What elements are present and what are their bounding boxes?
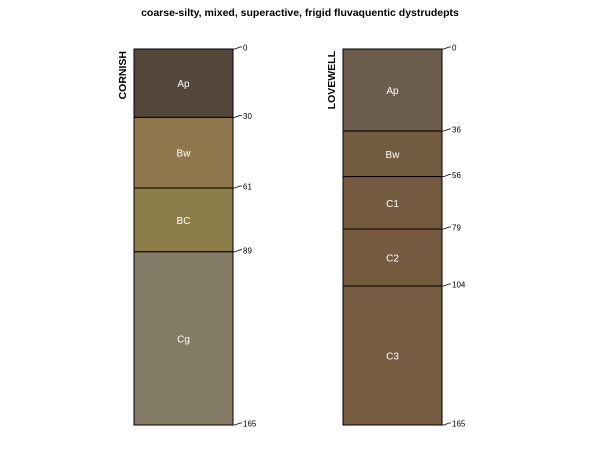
depth-label: 0	[452, 44, 457, 53]
horizon-cg: Cg	[133, 251, 234, 426]
depth-tick	[233, 422, 242, 426]
horizon-block	[133, 251, 234, 426]
horizon-label: Ap	[177, 79, 190, 90]
horizon-bw: Bw	[342, 130, 443, 178]
horizon-block	[342, 130, 443, 178]
figure-title: coarse-silty, mixed, superactive, frigid…	[141, 7, 459, 19]
profile-name: CORNISH	[117, 51, 129, 99]
horizon-label: C1	[386, 199, 399, 210]
depth-label: 89	[243, 246, 252, 255]
profile-cornish: CORNISH Ap Bw BC Cg 0 30 61 89 165	[117, 44, 257, 429]
horizon-bc: BC	[133, 187, 234, 253]
horizon-c3: C3	[342, 285, 443, 426]
depth-label: 104	[452, 280, 466, 289]
depth-label: 165	[243, 420, 257, 429]
depth-label: 30	[243, 112, 252, 121]
horizon-label: C3	[386, 351, 399, 362]
horizon-label: Ap	[386, 86, 399, 97]
depth-tick	[442, 128, 451, 132]
horizon-c2: C2	[342, 228, 443, 287]
depth-label: 36	[452, 126, 461, 135]
depth-tick	[442, 226, 451, 230]
horizon-ap: Ap	[133, 48, 234, 118]
depth-tick	[442, 174, 451, 178]
horizon-block	[133, 116, 234, 189]
depth-label: 79	[452, 224, 461, 233]
depth-tick	[233, 114, 242, 118]
depth-tick	[442, 283, 451, 287]
horizon-label: Bw	[177, 149, 192, 160]
depth-tick	[233, 46, 242, 50]
horizon-label: Bw	[386, 150, 401, 161]
depth-label: 56	[452, 171, 461, 180]
depth-tick	[442, 422, 451, 426]
horizon-block	[342, 48, 443, 132]
depth-label: 61	[243, 183, 252, 192]
horizon-block	[342, 285, 443, 426]
horizon-label: Cg	[177, 334, 190, 345]
horizon-block	[133, 187, 234, 253]
profile-name: LOVEWELL	[326, 50, 338, 109]
horizon-label: BC	[177, 216, 191, 227]
horizon-bw: Bw	[133, 116, 234, 189]
depth-tick	[442, 46, 451, 50]
depth-tick	[233, 185, 242, 189]
horizon-block	[342, 228, 443, 287]
depth-label: 0	[243, 44, 248, 53]
profile-lovewell: LOVEWELL Ap Bw C1 C2 C3 0 36 56 79 104 165	[326, 44, 466, 429]
horizon-ap: Ap	[342, 48, 443, 132]
horizon-label: C2	[386, 254, 399, 265]
depth-label: 165	[452, 420, 466, 429]
horizon-block	[133, 48, 234, 118]
horizon-c1: C1	[342, 176, 443, 230]
depth-tick	[233, 249, 242, 253]
